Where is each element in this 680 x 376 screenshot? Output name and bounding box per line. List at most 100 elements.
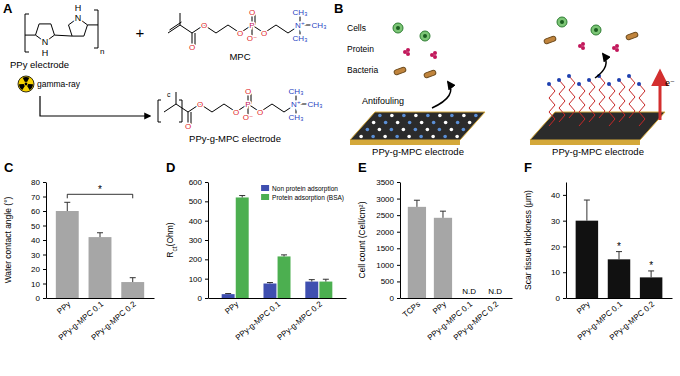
y-axis-title: Scar tissue thickness (μm) bbox=[523, 190, 533, 290]
panel-label: E bbox=[358, 160, 367, 175]
error-bar-cap bbox=[414, 200, 420, 201]
error-bar-cap bbox=[239, 195, 245, 196]
error-bar-cap bbox=[225, 293, 231, 294]
y-tick: 40 bbox=[551, 191, 566, 200]
y-tick-mark bbox=[205, 240, 208, 241]
bond bbox=[212, 104, 224, 112]
y-tick-label: 300 bbox=[189, 236, 203, 245]
bar bbox=[236, 197, 249, 298]
surface-dot bbox=[390, 128, 394, 132]
y-tick: 0 bbox=[36, 294, 46, 303]
brush-end bbox=[607, 82, 611, 86]
y-axis: 0500100015002000250030003500 bbox=[376, 178, 400, 303]
surface-dot bbox=[408, 121, 412, 125]
x-axis-line bbox=[401, 298, 513, 299]
y-tick-label: 500 bbox=[381, 277, 395, 286]
atom: CH₃ bbox=[289, 87, 304, 96]
atom: CH₃ bbox=[308, 100, 323, 109]
bond bbox=[180, 25, 192, 33]
error-bar-stem bbox=[132, 278, 133, 282]
x-tick-label: PPy bbox=[55, 300, 72, 316]
legend-swatch bbox=[261, 185, 269, 191]
protein-icon bbox=[615, 44, 619, 48]
y-tick-label: 20 bbox=[551, 243, 560, 252]
atom: O⁻ bbox=[247, 34, 257, 43]
legend-swatch bbox=[261, 194, 269, 200]
protein-icon bbox=[406, 48, 410, 52]
x-tick: PPy bbox=[55, 298, 72, 316]
polymer-brush bbox=[589, 80, 595, 122]
brush-end bbox=[577, 82, 581, 86]
x-tick: PPy bbox=[431, 298, 448, 316]
y-tick-label: 1000 bbox=[376, 261, 394, 270]
y-tick: 60 bbox=[31, 207, 46, 216]
surface-dot bbox=[366, 128, 370, 132]
atom: O bbox=[249, 8, 255, 17]
plot-area bbox=[408, 200, 452, 298]
atom: CH₃ bbox=[312, 21, 327, 30]
bond bbox=[55, 35, 73, 36]
error-bar-stem bbox=[619, 252, 620, 260]
surface-dot bbox=[384, 121, 388, 125]
polymer-brush bbox=[569, 76, 575, 118]
radiation-label: gamma-ray bbox=[37, 79, 81, 89]
x-tick-label: PPy-g-MPC 0.2 bbox=[452, 299, 501, 342]
radiation-blade bbox=[19, 84, 25, 90]
atom: O bbox=[197, 100, 203, 109]
error-bar bbox=[309, 280, 315, 282]
polymer-brush bbox=[619, 80, 625, 122]
radiation-center bbox=[25, 83, 28, 86]
surface-dot bbox=[402, 114, 406, 118]
surface-dot bbox=[396, 121, 400, 125]
protein-icon bbox=[433, 55, 437, 59]
bacteria-icon bbox=[394, 67, 407, 76]
radiation-disc bbox=[18, 76, 34, 92]
error-bar bbox=[616, 252, 622, 260]
repeat-index: n bbox=[100, 47, 104, 56]
y-tick: 300 bbox=[189, 236, 208, 245]
bond bbox=[216, 25, 228, 33]
chart-0: C01020304050607080PPyPPy-g-MPC 0.1PPy-g-… bbox=[3, 160, 155, 342]
y-tick-label: 200 bbox=[189, 255, 203, 264]
x-tick-label: PPy-g-MPC 0.2 bbox=[608, 299, 657, 342]
x-axis: PPyPPy-g-MPC 0.1PPy-g-MPC 0.2 bbox=[209, 298, 347, 342]
bacteria-icon bbox=[544, 36, 557, 45]
atom: O bbox=[245, 87, 251, 96]
bracket bbox=[94, 10, 98, 48]
y-axis: 01020304050607080 bbox=[31, 178, 46, 303]
error-bar-cap bbox=[281, 254, 287, 255]
radiation-blade bbox=[23, 77, 30, 82]
y-tick-label: 0 bbox=[556, 294, 561, 303]
brush-end bbox=[587, 78, 591, 82]
atom: P bbox=[245, 100, 250, 109]
bond bbox=[88, 24, 98, 25]
y-tick-mark bbox=[43, 255, 46, 256]
x-tick-label: TCPs bbox=[401, 300, 422, 320]
electrode-plate bbox=[530, 112, 665, 140]
action-label: Antifouling bbox=[362, 96, 404, 106]
electrode-plate-substrate bbox=[350, 140, 460, 145]
error-bar bbox=[584, 200, 590, 221]
species-label: Bacteria bbox=[347, 65, 378, 75]
y-tick-mark bbox=[43, 226, 46, 227]
radiation-icon bbox=[18, 76, 34, 92]
surface-dot bbox=[420, 121, 424, 125]
panel-label: D bbox=[166, 160, 175, 175]
y-tick-mark bbox=[397, 215, 400, 216]
y-tick-mark bbox=[397, 199, 400, 200]
bracket bbox=[179, 100, 182, 122]
y-tick-label: 30 bbox=[31, 251, 40, 260]
surface-dot bbox=[450, 128, 454, 132]
y-tick: 80 bbox=[31, 178, 46, 187]
y-tick-mark bbox=[43, 298, 46, 299]
y-tick-mark bbox=[397, 265, 400, 266]
error-bar-stem bbox=[100, 233, 101, 237]
y-axis-title: Water contact angle (°) bbox=[3, 196, 13, 283]
atom: O bbox=[237, 29, 243, 38]
y-tick-label: 600 bbox=[189, 178, 203, 187]
y-tick: 50 bbox=[31, 222, 46, 231]
x-axis: TCPsPPyPPy-g-MPC 0.1PPy-g-MPC 0.2 bbox=[401, 298, 513, 342]
atom: CH₃ bbox=[293, 34, 308, 43]
y-tick-mark bbox=[205, 259, 208, 260]
y-tick-mark bbox=[563, 272, 566, 273]
